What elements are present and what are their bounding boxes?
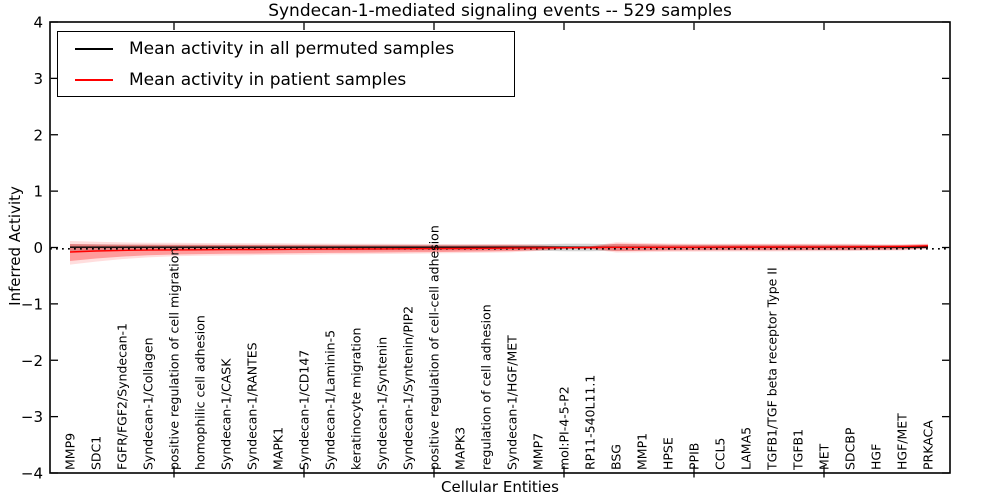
legend-item-patient: Mean activity in patient samples xyxy=(58,64,514,95)
x-tick-label: MMP1 xyxy=(635,433,650,470)
x-tick-label: Syndecan-1/Collagen xyxy=(141,337,156,470)
x-tick-label: CCL5 xyxy=(713,438,728,470)
x-tick-label: MAPK3 xyxy=(453,427,468,470)
patient-mean-line xyxy=(69,245,929,253)
plot-border xyxy=(49,21,951,474)
x-tick-label: PPIB xyxy=(687,443,702,470)
y-tick-label: −2 xyxy=(21,352,43,370)
x-axis-label: Cellular Entities xyxy=(441,478,559,496)
x-tick-label: Syndecan-1/CD147 xyxy=(297,350,312,470)
chart-title: Syndecan-1-mediated signaling events -- … xyxy=(268,1,732,21)
x-tick-label: keratinocyte migration xyxy=(349,328,364,470)
x-tick-label: MAPK1 xyxy=(271,427,286,470)
patient-line-swatch xyxy=(75,78,113,81)
x-tick-label: Syndecan-1/RANTES xyxy=(245,342,260,470)
x-tick-label: mol:PI-4-5-P2 xyxy=(557,386,572,470)
x-tick-label: Syndecan-1/Laminin-5 xyxy=(323,330,338,470)
x-tick-label: Syndecan-1/HGF/MET xyxy=(505,335,520,470)
x-tick-label: homophilic cell adhesion xyxy=(193,315,208,470)
x-tick-label: Syndecan-1/Syntenin xyxy=(375,337,390,470)
x-tick-label: FGFR/FGF2/Syndecan-1 xyxy=(115,323,130,470)
x-tick-label: MMP7 xyxy=(531,433,546,470)
x-tick-label: TGFB1/TGF beta receptor Type II xyxy=(765,267,780,471)
x-tick-label: regulation of cell adhesion xyxy=(479,304,494,470)
y-axis-label: Inferred Activity xyxy=(6,186,24,306)
x-tick-label: PRKACA xyxy=(921,420,936,470)
x-tick-label: HGF xyxy=(869,444,884,470)
y-tick-label: 4 xyxy=(33,14,43,32)
x-tick-label: BSG xyxy=(609,444,624,470)
x-tick-label: Syndecan-1/CASK xyxy=(219,358,234,470)
x-tick-label: SDC1 xyxy=(89,436,104,470)
legend-item-permuted: Mean activity in all permuted samples xyxy=(58,33,514,64)
x-tick-label: RP11-540L11.1 xyxy=(583,375,598,470)
x-tick-label: MMP9 xyxy=(63,433,78,470)
x-tick-label: LAMA5 xyxy=(739,427,754,470)
legend: Mean activity in all permuted samples Me… xyxy=(57,31,515,97)
x-tick-label: SDCBP xyxy=(843,427,858,470)
x-tick-label: Syndecan-1/Syntenin/PIP2 xyxy=(401,306,416,470)
y-tick-label: −4 xyxy=(21,465,43,483)
y-tick-label: 1 xyxy=(33,183,43,201)
permuted-line-swatch xyxy=(75,47,113,50)
x-tick-label: HPSE xyxy=(661,437,676,470)
x-tick-label: HGF/MET xyxy=(895,413,910,470)
y-tick-label: 3 xyxy=(33,70,43,88)
x-tick-label: MET xyxy=(817,443,832,470)
x-tick-label: positive regulation of cell migration xyxy=(167,248,182,470)
y-tick-label: −1 xyxy=(21,295,43,313)
y-tick-label: 2 xyxy=(33,126,43,144)
x-tick-label: TGFB1 xyxy=(791,429,806,471)
y-tick-label: 0 xyxy=(33,239,43,257)
y-tick-label: −3 xyxy=(21,408,43,426)
legend-label-permuted: Mean activity in all permuted samples xyxy=(129,38,455,59)
x-tick-label: positive regulation of cell-cell adhesio… xyxy=(427,225,442,470)
legend-label-patient: Mean activity in patient samples xyxy=(129,69,407,90)
